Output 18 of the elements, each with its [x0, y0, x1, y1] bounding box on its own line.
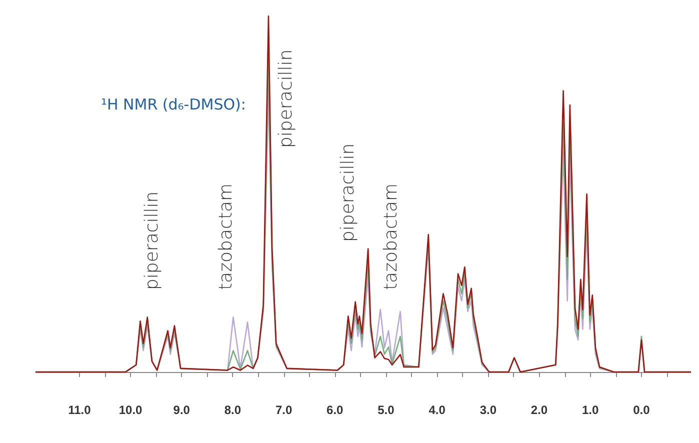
annotation: tazobactam: [380, 183, 402, 290]
x-tick-label: 4.0: [428, 403, 446, 417]
x-tick-label: 8.0: [224, 403, 242, 417]
text: ¹H NMR (d₆-DMSO):: [101, 96, 246, 114]
x-tick-label: 11.0: [68, 403, 92, 417]
x-tick-label: 3.0: [480, 403, 497, 417]
x-tick-label: 1.0: [582, 403, 600, 417]
x-tick-label: 10.0: [118, 403, 143, 417]
x-tick-label: 5.0: [378, 403, 395, 417]
x-tick-label: 2.0: [530, 403, 548, 417]
x-tick-label: 6.0: [326, 403, 344, 417]
x-tick-label: 0.0: [633, 403, 650, 417]
annotation: piperacillin: [276, 49, 296, 148]
x-tick-label: 9.0: [173, 403, 190, 417]
annotation: piperacillin: [142, 191, 162, 290]
annotation: tazobactam: [216, 183, 236, 290]
annotation: piperacillin: [338, 143, 358, 242]
x-tick-label: 7.0: [275, 403, 292, 417]
